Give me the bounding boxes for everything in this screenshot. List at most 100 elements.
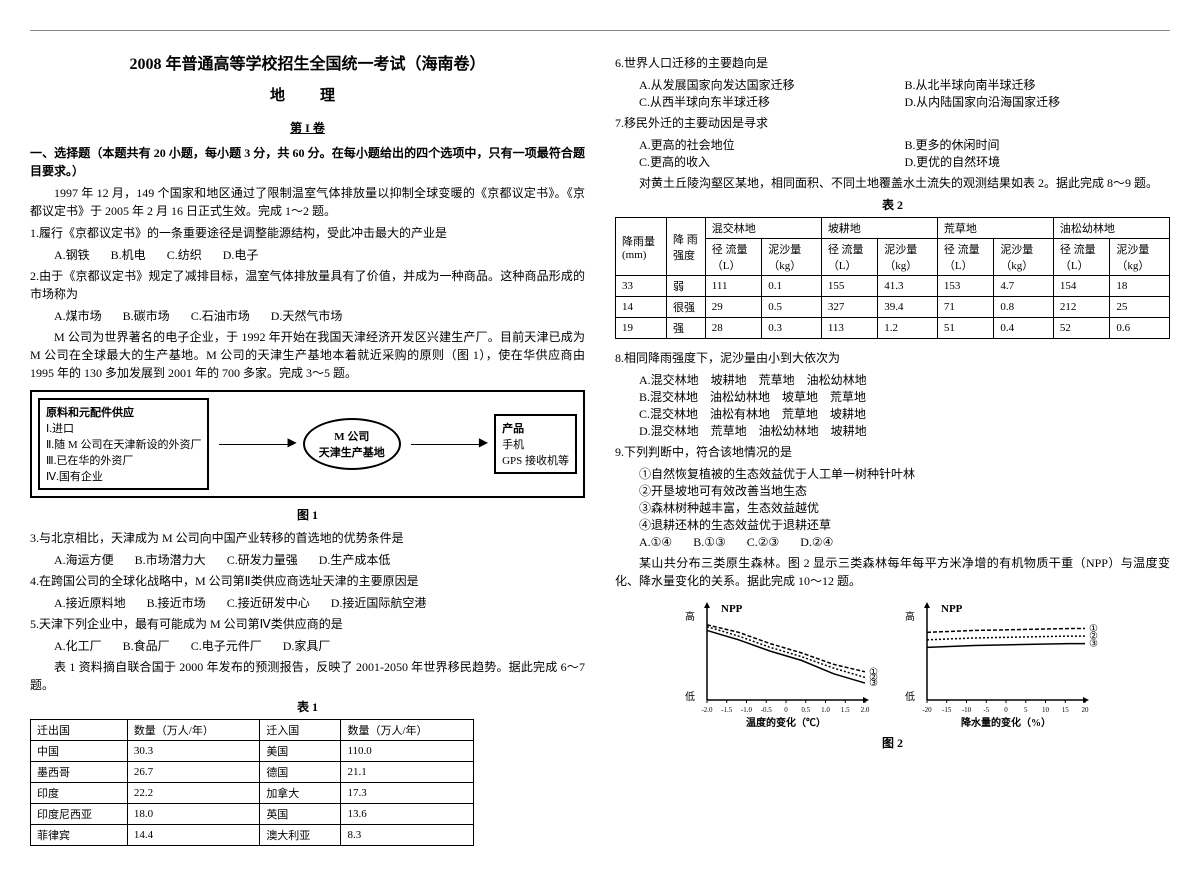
- table-cell: 0.6: [1110, 318, 1170, 339]
- q6-stem: 6.世界人口迁移的主要趋向是: [615, 54, 1170, 72]
- main-title: 2008 年普通高等学校招生全国统一考试（海南卷）: [30, 50, 585, 74]
- q5-opt-a: A.化工厂: [54, 637, 102, 654]
- table-cell: 澳大利亚: [260, 825, 341, 846]
- table-cell: 0.4: [994, 318, 1054, 339]
- q3-opt-a: A.海运方便: [54, 551, 114, 568]
- figure1-diagram: 原料和元配件供应 Ⅰ.进口 Ⅱ.随 M 公司在天津新设的外资厂 Ⅲ.已在华的外资…: [30, 390, 585, 498]
- q4-opt-b: B.接近市场: [147, 594, 206, 611]
- table-row: 印度22.2加拿大17.3: [31, 783, 474, 804]
- table-cell: 英国: [260, 804, 341, 825]
- t2-h2: 降 雨强度: [667, 218, 706, 276]
- table-cell: 29: [705, 297, 761, 318]
- chart-right-svg: NPP高低-20-15-10-505101520降水量的变化（%）①②③: [903, 598, 1103, 728]
- arrow-icon-right: [411, 444, 484, 445]
- q5-stem: 5.天津下列企业中，最有可能成为 M 公司第Ⅳ类供应商的是: [30, 615, 585, 633]
- q5-opt-d: D.家具厂: [283, 637, 331, 654]
- table-cell: 0.1: [762, 276, 822, 297]
- q9-items: ①自然恢复植被的生态效益优于人工单一树种针叶林 ②开垦坡地可有效改善当地生态 ③…: [615, 465, 1170, 533]
- q8-opt-c: C.混交林地 油松有林地 荒草地 坡耕地: [639, 405, 1170, 422]
- q2-options: A.煤市场 B.碳市场 C.石油市场 D.天然气市场: [30, 307, 585, 324]
- q9-item1: ①自然恢复植被的生态效益优于人工单一树种针叶林: [639, 465, 1170, 482]
- table-row: 印度尼西亚18.0英国13.6: [31, 804, 474, 825]
- svg-text:1.0: 1.0: [821, 706, 830, 714]
- table-cell: 强: [667, 318, 706, 339]
- t2-h4: 坡耕地: [821, 218, 937, 239]
- q9-item4: ④退耕还林的生态效益优于退耕还草: [639, 516, 1170, 533]
- svg-text:20: 20: [1081, 706, 1089, 714]
- table-cell: 0.3: [762, 318, 822, 339]
- q3-stem: 3.与北京相比，天津成为 M 公司向中国产业转移的首选地的优势条件是: [30, 529, 585, 547]
- page: 2008 年普通高等学校招生全国统一考试（海南卷） 地 理 第 I 卷 一、选择…: [0, 0, 1200, 870]
- table-cell: 41.3: [878, 276, 938, 297]
- table-cell: 30.3: [127, 741, 260, 762]
- q1-options: A.钢铁 B.机电 C.纺织 D.电子: [30, 246, 585, 263]
- table-cell: 13.6: [341, 804, 474, 825]
- diagram-right-item2: GPS 接收机等: [502, 452, 569, 468]
- table-cell: 弱: [667, 276, 706, 297]
- table-cell: 26.7: [127, 762, 260, 783]
- svg-text:-5: -5: [983, 706, 989, 714]
- svg-text:-1.5: -1.5: [721, 706, 733, 714]
- table-row: 19强280.31131.2510.4520.6: [616, 318, 1170, 339]
- table-cell: 美国: [260, 741, 341, 762]
- q3-opt-c: C.研发力量强: [227, 551, 298, 568]
- q6-opt-d: D.从内陆国家向沿海国家迁移: [905, 93, 1171, 110]
- intro-para1: 1997 年 12 月，149 个国家和地区通过了限制温室气体排放量以抑制全球变…: [30, 184, 585, 220]
- table-cell: 71: [937, 297, 993, 318]
- figure1-caption: 图 1: [30, 506, 585, 523]
- q6-options: A.从发展国家向发达国家迁移 B.从北半球向南半球迁移 C.从西半球向东半球迁移…: [615, 76, 1170, 110]
- svg-text:15: 15: [1061, 706, 1069, 714]
- q3-opt-b: B.市场潜力大: [135, 551, 206, 568]
- svg-text:温度的变化（℃）: 温度的变化（℃）: [746, 716, 826, 728]
- svg-text:2.0: 2.0: [860, 706, 869, 714]
- table-cell: 39.4: [878, 297, 938, 318]
- diagram-left-item2: Ⅱ.随 M 公司在天津新设的外资厂: [46, 436, 201, 452]
- svg-text:0: 0: [1004, 706, 1008, 714]
- q8-stem: 8.相同降雨强度下，泥沙量由小到大依次为: [615, 349, 1170, 367]
- table-cell: 14: [616, 297, 667, 318]
- table1-header-row: 迁出国 数量（万人/年） 迁入国 数量（万人/年）: [31, 720, 474, 741]
- q9-opt-b: B.①③: [693, 535, 726, 550]
- table-cell: 18: [1110, 276, 1170, 297]
- q3-options: A.海运方便 B.市场潜力大 C.研发力量强 D.生产成本低: [30, 551, 585, 568]
- t1-h1: 迁出国: [31, 720, 128, 741]
- svg-text:-0.5: -0.5: [760, 706, 772, 714]
- table-cell: 墨西哥: [31, 762, 128, 783]
- svg-text:0.5: 0.5: [801, 706, 810, 714]
- top-rule: [30, 30, 1170, 31]
- table-cell: 33: [616, 276, 667, 297]
- t2-sh7: 径 流量（L）: [1053, 239, 1109, 276]
- svg-text:5: 5: [1024, 706, 1028, 714]
- table-cell: 28: [705, 318, 761, 339]
- q4-opt-a: A.接近原料地: [54, 594, 126, 611]
- section1-heading: 一、选择题（本题共有 20 小题，每小题 3 分，共 60 分。在每小题给出的四…: [30, 144, 585, 180]
- q8-opt-d: D.混交林地 荒草地 油松幼林地 坡耕地: [639, 422, 1170, 439]
- q5-opt-b: B.食品厂: [123, 637, 170, 654]
- q6-opt-c: C.从西半球向东半球迁移: [639, 93, 905, 110]
- table1-caption: 表 1: [30, 698, 585, 715]
- q8-options: A.混交林地 坡耕地 荒草地 油松幼林地 B.混交林地 油松幼林地 坡草地 荒草…: [615, 371, 1170, 439]
- svg-text:-1.0: -1.0: [740, 706, 752, 714]
- q2-stem: 2.由于《京都议定书》规定了减排目标，温室气体排放量具有了价值，并成为一种商品。…: [30, 267, 585, 303]
- table-cell: 印度尼西亚: [31, 804, 128, 825]
- figure2-charts: NPP高低-2.0-1.5-1.0-0.500.51.01.52.0温度的变化（…: [615, 598, 1170, 732]
- table-cell: 德国: [260, 762, 341, 783]
- t2-h6: 油松幼林地: [1053, 218, 1169, 239]
- table-cell: 很强: [667, 297, 706, 318]
- q4-opt-d: D.接近国际航空港: [331, 594, 427, 611]
- table-cell: 21.1: [341, 762, 474, 783]
- q7-options: A.更高的社会地位 B.更多的休闲时间 C.更高的收入 D.更优的自然环境: [615, 136, 1170, 170]
- diagram-center-oval: M 公司 天津生产基地: [303, 418, 401, 470]
- q9-stem: 9.下列判断中，符合该地情况的是: [615, 443, 1170, 461]
- svg-text:NPP: NPP: [941, 603, 963, 615]
- diagram-left-item3: Ⅲ.已在华的外资厂: [46, 452, 201, 468]
- table-cell: 4.7: [994, 276, 1054, 297]
- q4-options: A.接近原料地 B.接近市场 C.接近研发中心 D.接近国际航空港: [30, 594, 585, 611]
- table-cell: 中国: [31, 741, 128, 762]
- t2-h5: 荒草地: [937, 218, 1053, 239]
- table-cell: 17.3: [341, 783, 474, 804]
- q1-opt-a: A.钢铁: [54, 246, 90, 263]
- table-cell: 0.8: [994, 297, 1054, 318]
- t2-sh1: 径 流量（L）: [705, 239, 761, 276]
- table-cell: 菲律宾: [31, 825, 128, 846]
